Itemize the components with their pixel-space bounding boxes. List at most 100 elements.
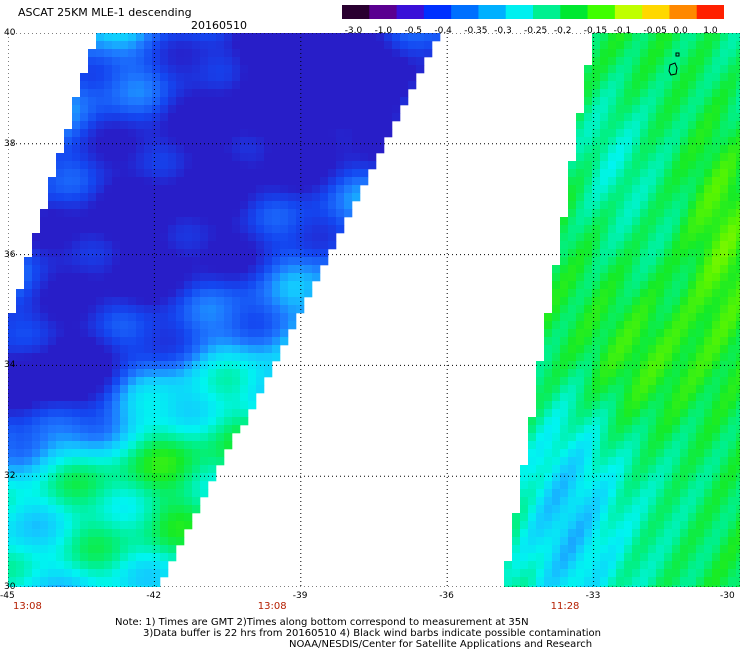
data-cell [120,105,129,114]
data-cell [296,265,305,274]
data-cell [688,353,697,362]
data-cell [288,57,297,66]
data-cell [320,81,329,90]
data-cell [48,569,57,578]
data-cell [224,409,233,418]
data-cell [192,457,201,466]
data-cell [264,105,273,114]
data-cell [560,249,569,258]
data-cell [40,577,49,586]
data-cell [568,345,577,354]
data-cell [720,97,729,106]
data-cell [560,513,569,522]
data-cell [104,233,113,242]
colorbar-tick-label: -0.3 [494,26,512,36]
data-cell [200,425,209,434]
data-cell [552,473,561,482]
data-cell [632,329,641,338]
data-cell [568,561,577,570]
data-cell [264,121,273,130]
data-cell [136,153,145,162]
data-cell [80,73,89,82]
data-cell [688,89,697,98]
data-cell [640,273,649,282]
data-cell [176,305,185,314]
data-cell [80,321,89,330]
data-cell [656,369,665,378]
data-cell [616,441,625,450]
data-cell [736,129,740,138]
data-cell [312,225,321,234]
data-cell [416,65,425,74]
data-cell [24,569,33,578]
data-cell [280,209,289,218]
data-cell [128,217,137,226]
data-cell [600,121,609,130]
data-cell [120,537,129,546]
data-cell [176,393,185,402]
data-cell [96,433,105,442]
data-cell [248,193,257,202]
data-cell [712,497,721,506]
data-cell [112,289,121,298]
data-cell [144,433,153,442]
data-cell [640,145,649,154]
data-cell [560,393,569,402]
data-cell [48,193,57,202]
data-cell [224,249,233,258]
data-cell [24,521,33,530]
data-cell [632,417,641,426]
data-cell [208,321,217,330]
data-cell [80,553,89,562]
data-cell [216,281,225,290]
data-cell [24,329,33,338]
data-cell [696,257,705,266]
data-cell [120,521,129,530]
data-cell [632,49,641,58]
data-cell [96,377,105,386]
data-cell [704,369,713,378]
data-cell [592,249,601,258]
data-cell [336,169,345,178]
data-cell [368,81,377,90]
data-cell [688,513,697,522]
data-cell [112,473,121,482]
data-cell [696,457,705,466]
data-cell [672,281,681,290]
data-cell [680,153,689,162]
data-cell [216,377,225,386]
data-cell [592,113,601,122]
data-cell [8,457,17,466]
data-cell [360,145,369,154]
data-cell [424,41,433,50]
data-cell [240,313,249,322]
data-cell [200,273,209,282]
data-cell [216,433,225,442]
colorbar-segment [505,5,534,19]
data-cell [640,465,649,474]
data-cell [8,545,17,554]
data-cell [320,89,329,98]
data-cell [248,209,257,218]
data-cell [712,241,721,250]
data-cell [16,321,25,330]
data-cell [192,73,201,82]
data-cell [232,345,241,354]
data-cell [136,169,145,178]
data-cell [248,385,257,394]
data-cell [624,41,633,50]
data-cell [624,425,633,434]
data-cell [192,41,201,50]
data-cell [88,529,97,538]
data-cell [152,505,161,514]
data-cell [56,577,65,586]
data-cell [624,241,633,250]
data-cell [704,313,713,322]
data-cell [32,505,41,514]
data-cell [240,41,249,50]
data-cell [16,537,25,546]
data-cell [680,569,689,578]
data-cell [152,225,161,234]
data-cell [720,441,729,450]
data-cell [712,417,721,426]
